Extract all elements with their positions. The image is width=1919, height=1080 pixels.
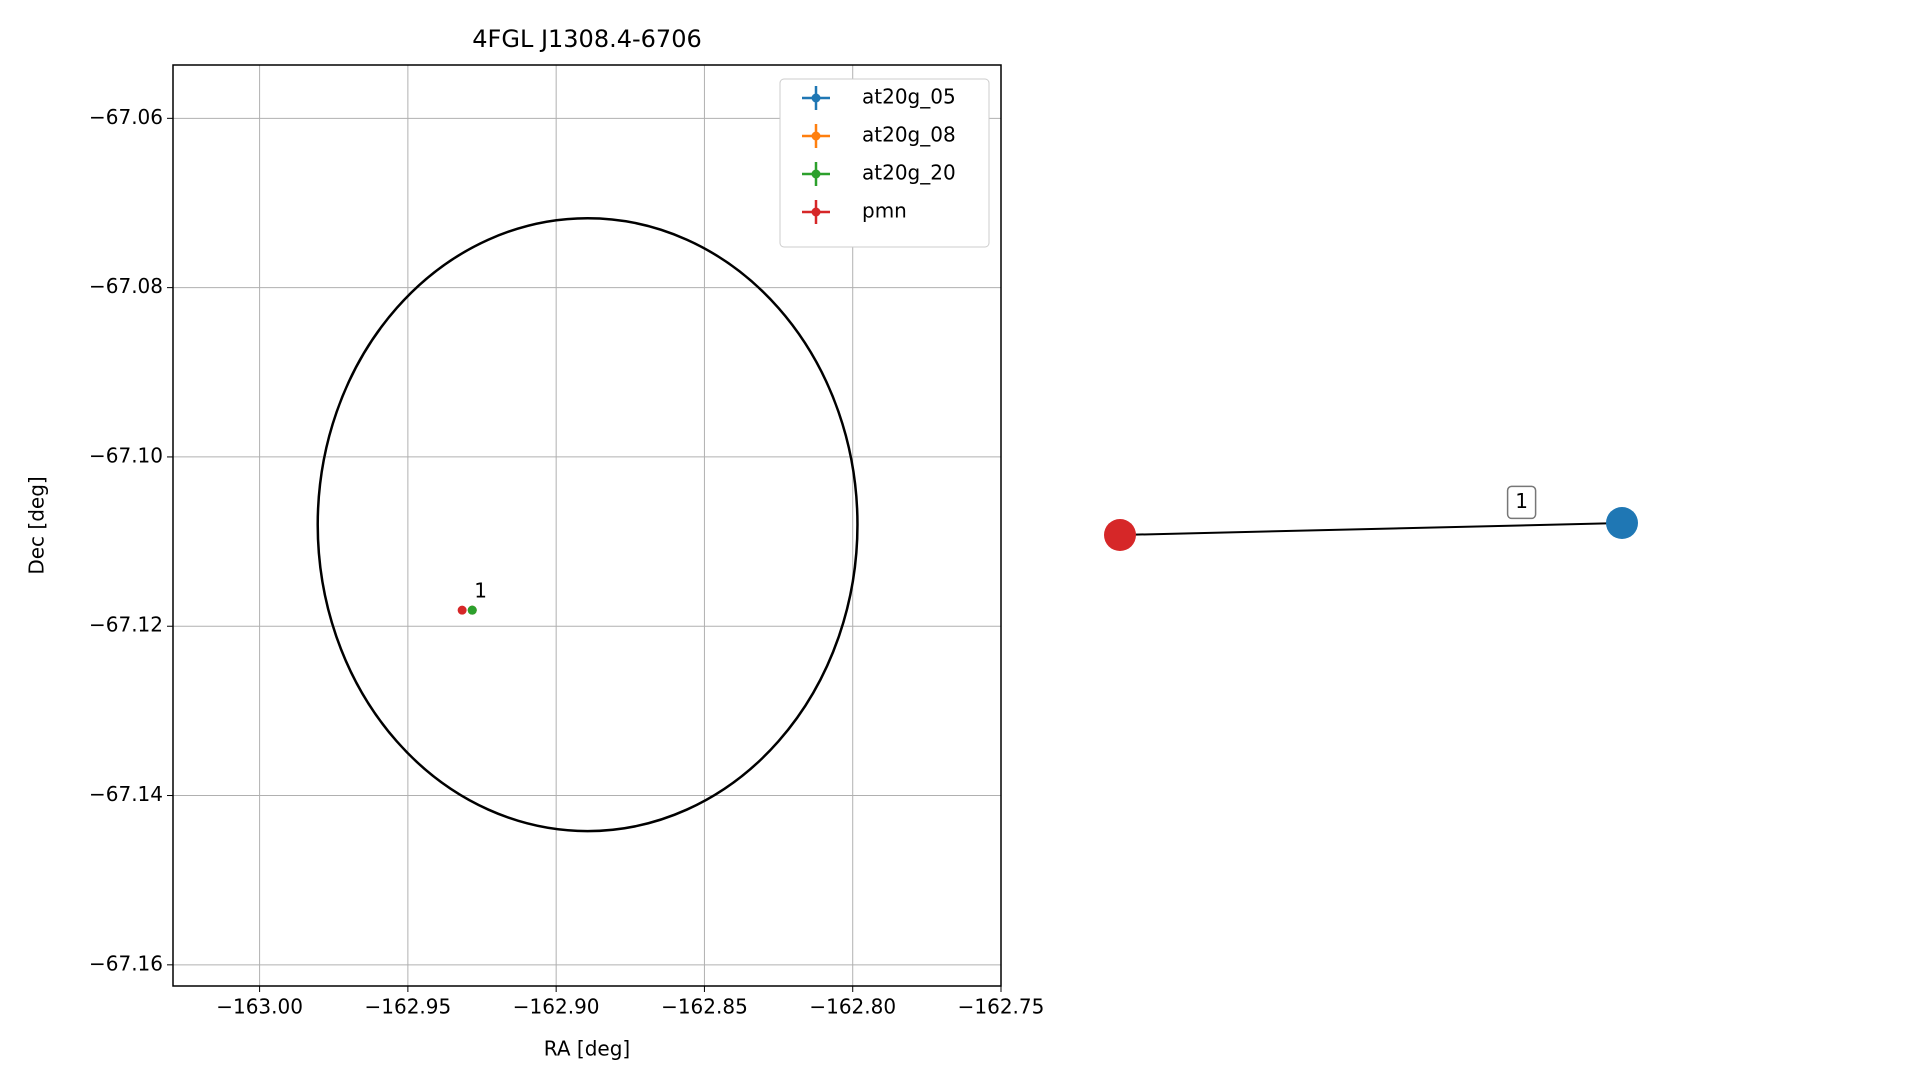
y-tick-label: −67.16 <box>89 951 163 975</box>
legend-marker <box>811 131 821 141</box>
x-tick-label: −162.95 <box>365 995 452 1019</box>
y-axis-label: Dec [deg] <box>25 476 49 574</box>
y-tick-label: −67.10 <box>89 443 163 467</box>
legend-marker <box>811 207 821 217</box>
legend-marker <box>811 169 821 179</box>
legend-label: at20g_20 <box>862 161 956 185</box>
legend-label: at20g_05 <box>862 85 956 109</box>
y-tick-label: −67.06 <box>89 105 163 129</box>
y-tick-label: −67.08 <box>89 274 163 298</box>
x-tick-label: −162.85 <box>661 995 748 1019</box>
legend-box <box>779 78 990 248</box>
graph-node <box>1104 519 1136 551</box>
x-axis-label: RA [deg] <box>544 1037 630 1061</box>
y-tick-label: −67.14 <box>89 782 163 806</box>
x-tick-label: −163.00 <box>216 995 303 1019</box>
legend-marker <box>811 93 821 103</box>
edge-label: 1 <box>1515 489 1528 513</box>
source-point <box>467 605 477 615</box>
graph-node <box>1606 507 1638 539</box>
source-point <box>457 605 467 615</box>
y-tick-label: −67.12 <box>89 613 163 637</box>
x-tick-label: −162.75 <box>958 995 1045 1019</box>
x-tick-label: −162.80 <box>809 995 896 1019</box>
annotation: 1 <box>474 579 487 603</box>
axes-frame <box>172 64 1002 987</box>
legend-label: pmn <box>862 199 907 223</box>
chart-title: 4FGL J1308.4-6706 <box>472 25 701 53</box>
edge-label-box <box>1506 485 1537 520</box>
x-tick-label: −162.90 <box>513 995 600 1019</box>
localization-ellipse <box>316 216 859 833</box>
graph-edge <box>1119 522 1623 536</box>
legend-label: at20g_08 <box>862 123 956 147</box>
